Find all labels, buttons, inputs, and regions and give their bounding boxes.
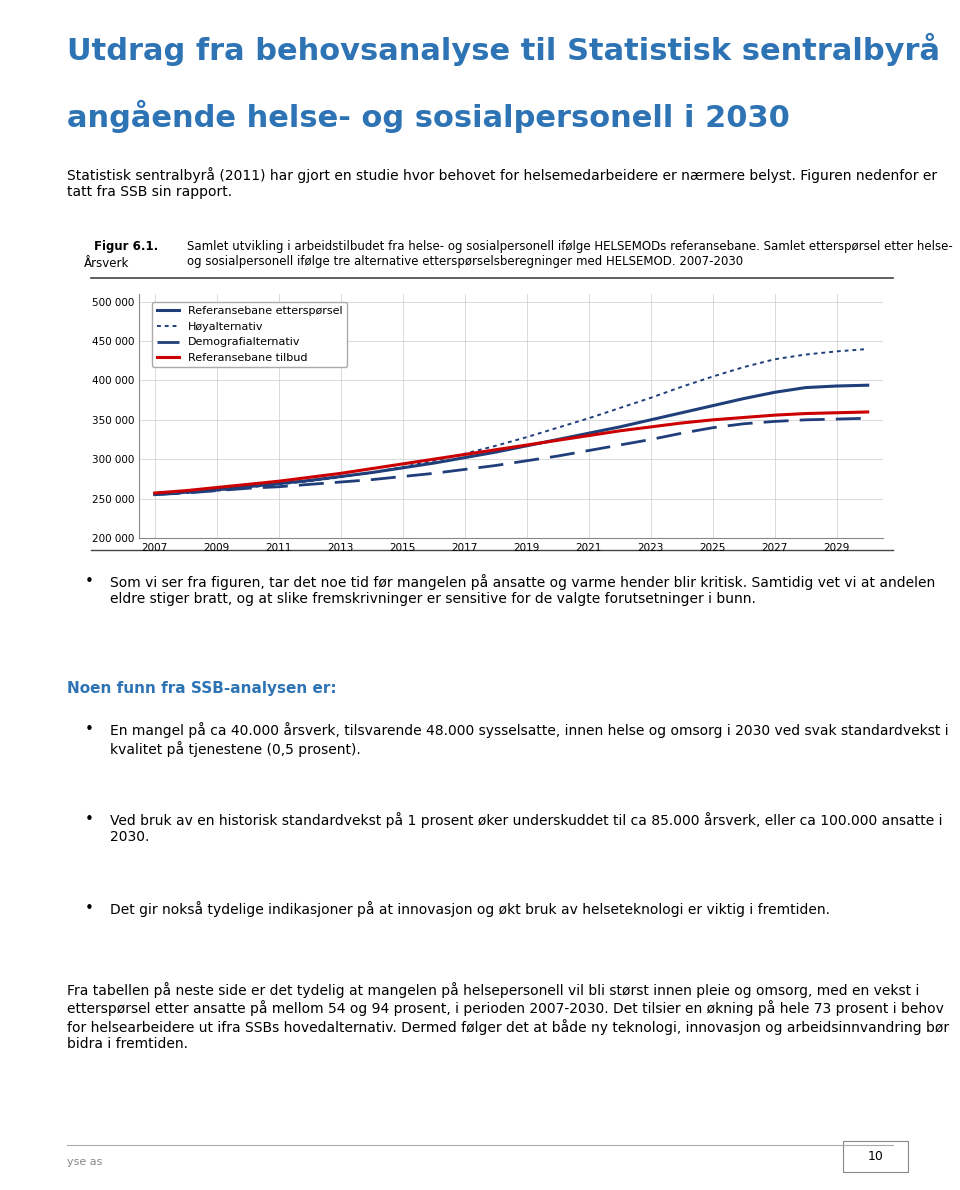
Text: Det gir nokså tydelige indikasjoner på at innovasjon og økt bruk av helseteknolo: Det gir nokså tydelige indikasjoner på a… [110, 901, 830, 916]
Text: 10: 10 [868, 1151, 883, 1163]
Text: Fra tabellen på neste side er det tydelig at mangelen på helsepersonell vil bli : Fra tabellen på neste side er det tydeli… [67, 982, 949, 1051]
Text: Ved bruk av en historisk standardvekst på 1 prosent øker underskuddet til ca 85.: Ved bruk av en historisk standardvekst p… [110, 812, 943, 844]
Text: En mangel på ca 40.000 årsverk, tilsvarende 48.000 sysselsatte, innen helse og o: En mangel på ca 40.000 årsverk, tilsvare… [110, 722, 949, 757]
Text: •: • [84, 812, 93, 827]
Text: Utdrag fra behovsanalyse til Statistisk sentralbyrå: Utdrag fra behovsanalyse til Statistisk … [67, 33, 940, 67]
Text: •: • [84, 722, 93, 738]
Legend: Referansebane etterspørsel, Høyalternativ, Demografialternativ, Referansebane ti: Referansebane etterspørsel, Høyalternati… [153, 302, 347, 368]
Text: •: • [84, 574, 93, 589]
FancyBboxPatch shape [843, 1141, 908, 1172]
Text: Noen funn fra SSB-analysen er:: Noen funn fra SSB-analysen er: [67, 681, 337, 696]
Text: yse as: yse as [67, 1157, 103, 1166]
Text: •: • [84, 901, 93, 916]
Text: Samlet utvikling i arbeidstilbudet fra helse- og sosialpersonell ifølge HELSEMOD: Samlet utvikling i arbeidstilbudet fra h… [187, 240, 953, 269]
Text: Årsverk: Årsverk [84, 257, 129, 269]
Text: angående helse- og sosialpersonell i 2030: angående helse- og sosialpersonell i 203… [67, 100, 790, 133]
Text: Som vi ser fra figuren, tar det noe tid før mangelen på ansatte og varme hender : Som vi ser fra figuren, tar det noe tid … [110, 574, 936, 606]
Text: Figur 6.1.: Figur 6.1. [94, 240, 158, 253]
Text: Statistisk sentralbyrå (2011) har gjort en studie hvor behovet for helsemedarbei: Statistisk sentralbyrå (2011) har gjort … [67, 167, 937, 199]
